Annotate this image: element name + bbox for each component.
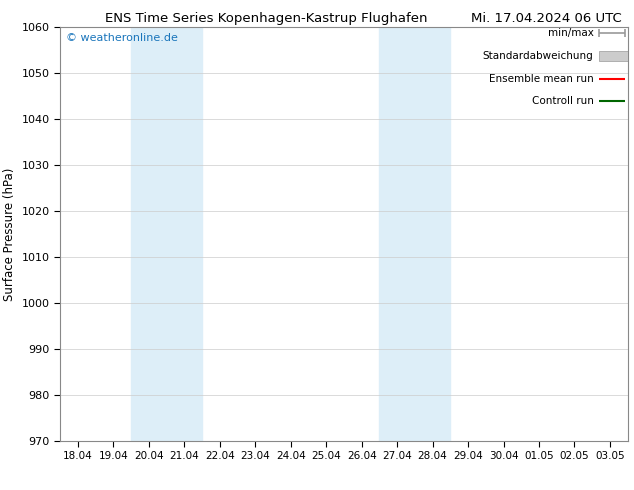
Y-axis label: Surface Pressure (hPa): Surface Pressure (hPa) xyxy=(3,167,16,301)
Text: min/max: min/max xyxy=(548,28,593,38)
Bar xyxy=(131,27,202,441)
Bar xyxy=(599,51,634,61)
Text: Ensemble mean run: Ensemble mean run xyxy=(489,74,593,84)
Text: Mi. 17.04.2024 06 UTC: Mi. 17.04.2024 06 UTC xyxy=(470,12,621,25)
Text: ENS Time Series Kopenhagen-Kastrup Flughafen: ENS Time Series Kopenhagen-Kastrup Flugh… xyxy=(105,12,427,25)
Text: Standardabweichung: Standardabweichung xyxy=(483,51,593,61)
Line: 2 pts: 2 pts xyxy=(595,29,629,37)
Text: Controll run: Controll run xyxy=(532,97,593,106)
Text: © weatheronline.de: © weatheronline.de xyxy=(66,33,178,43)
Bar xyxy=(379,27,450,441)
